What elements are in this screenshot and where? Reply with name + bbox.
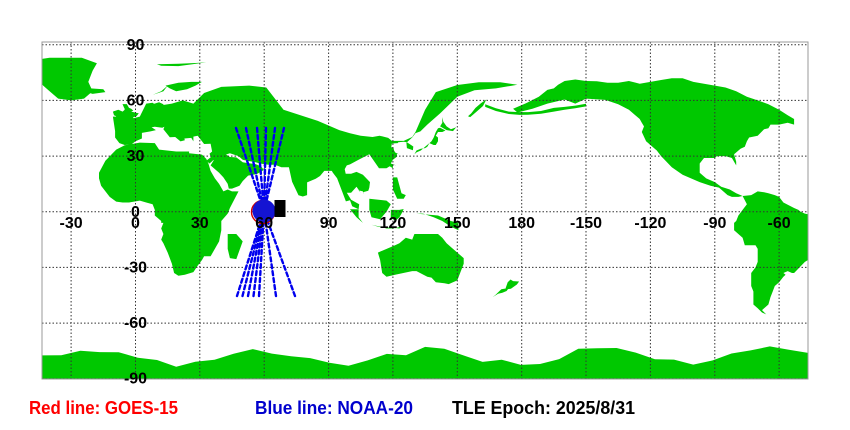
svg-text:60: 60 bbox=[255, 215, 273, 232]
svg-text:150: 150 bbox=[444, 215, 471, 232]
svg-text:90: 90 bbox=[320, 215, 338, 232]
svg-text:180: 180 bbox=[508, 215, 535, 232]
svg-text:-90: -90 bbox=[124, 371, 147, 388]
svg-text:30: 30 bbox=[191, 215, 209, 232]
svg-text:-30: -30 bbox=[60, 215, 83, 232]
svg-text:TLE Epoch: 2025/8/31: TLE Epoch: 2025/8/31 bbox=[452, 398, 635, 418]
svg-text:90: 90 bbox=[127, 37, 145, 54]
svg-text:30: 30 bbox=[127, 148, 145, 165]
svg-text:Blue line: NOAA-20: Blue line: NOAA-20 bbox=[255, 398, 413, 418]
svg-text:Red line: GOES-15: Red line: GOES-15 bbox=[29, 398, 178, 418]
svg-text:60: 60 bbox=[127, 92, 145, 109]
svg-text:-150: -150 bbox=[570, 215, 602, 232]
svg-text:-90: -90 bbox=[703, 215, 726, 232]
svg-text:-60: -60 bbox=[768, 215, 791, 232]
svg-text:0: 0 bbox=[131, 204, 140, 221]
svg-text:120: 120 bbox=[380, 215, 407, 232]
svg-text:-60: -60 bbox=[124, 315, 147, 332]
svg-text:-120: -120 bbox=[634, 215, 666, 232]
svg-text:-30: -30 bbox=[124, 259, 147, 276]
